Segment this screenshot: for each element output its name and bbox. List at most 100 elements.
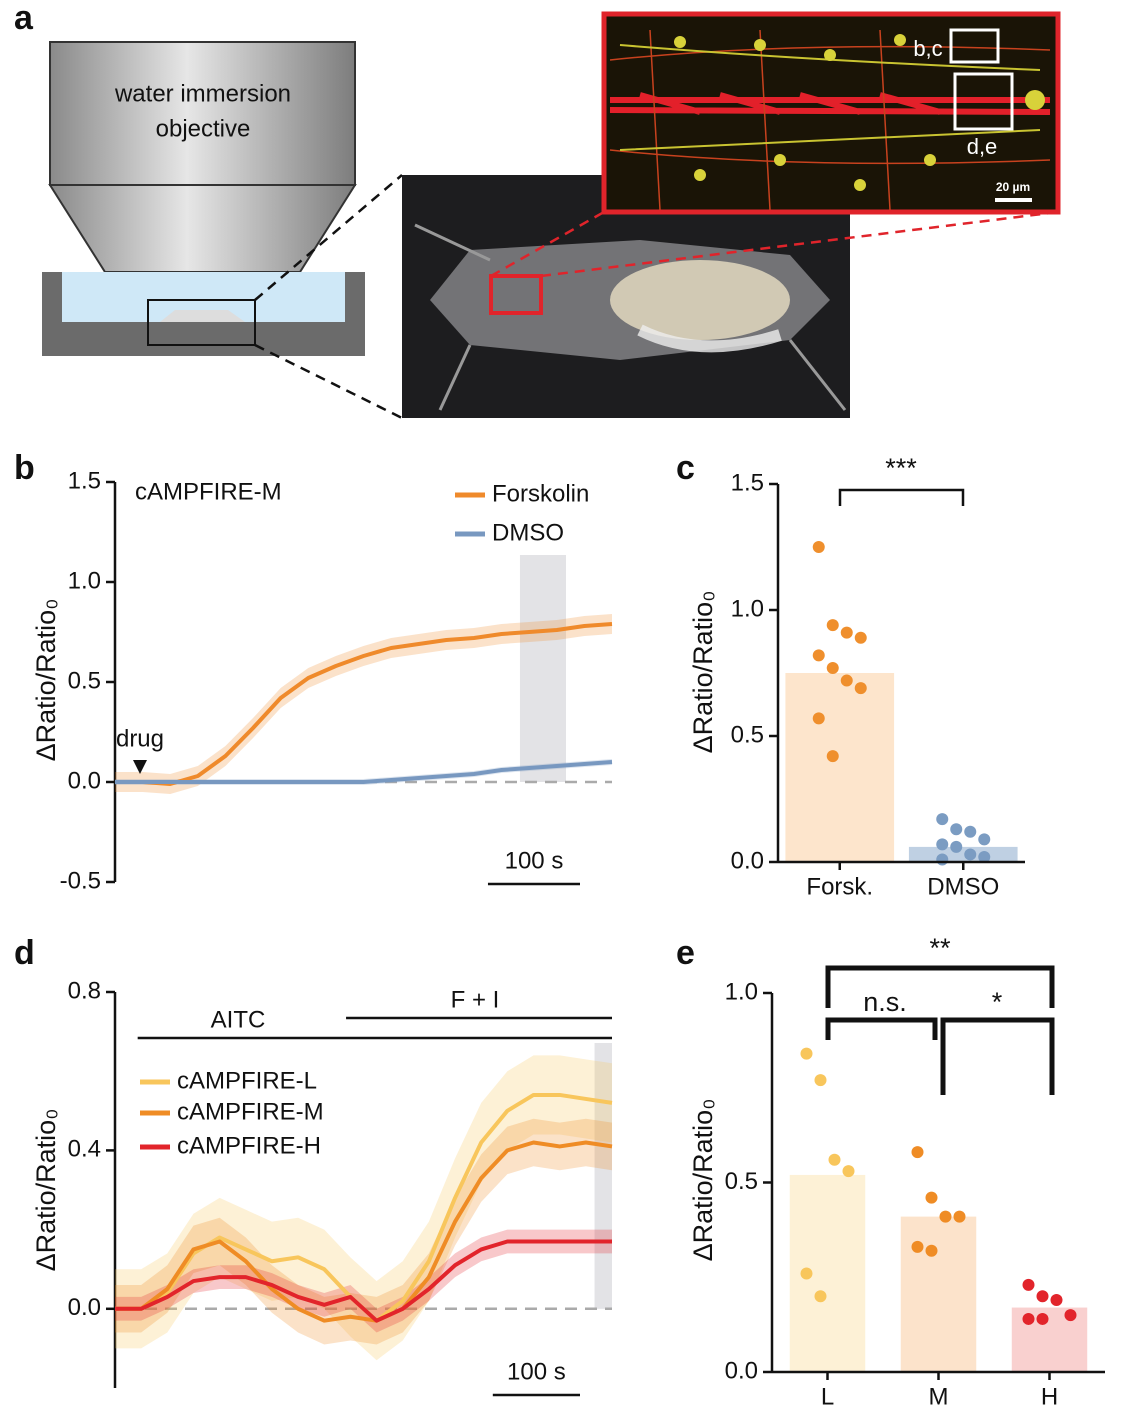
data-point [978, 850, 991, 863]
data-point [925, 1191, 938, 1204]
y-tick-label: 0.0 [725, 1357, 758, 1384]
data-point [953, 1210, 966, 1223]
data-point [814, 1074, 827, 1087]
zoom-line [254, 343, 403, 420]
data-point [950, 840, 963, 853]
bar [785, 673, 895, 862]
panel-label: b [14, 449, 35, 487]
legend-label: cAMPFIRE-M [177, 1098, 324, 1125]
data-point [925, 1244, 938, 1257]
y-tick-label: 1.5 [68, 467, 101, 494]
series-line [115, 1140, 613, 1323]
data-point [854, 631, 867, 644]
data-point [936, 813, 949, 826]
significance-bracket [838, 488, 965, 506]
data-point [812, 541, 825, 553]
sample [160, 310, 245, 322]
bar [908, 846, 1018, 862]
data-point [1064, 1309, 1077, 1322]
legend-label: Forskolin [492, 480, 589, 507]
highlight [519, 555, 566, 782]
significance-bracket [825, 1017, 938, 1040]
roi-box [953, 72, 1014, 131]
panel-label: c [676, 449, 695, 487]
y-tick-label: 0.5 [725, 1168, 758, 1195]
significance-label: * [992, 987, 1003, 1017]
scale-bar-label: 100 s [507, 1358, 566, 1385]
data-point [936, 838, 949, 851]
data-point [826, 619, 839, 632]
y-tick-label: 1.0 [68, 567, 101, 594]
y-tick-label: 1.5 [731, 469, 764, 496]
legend-label: DMSO [492, 519, 564, 546]
zoom-box [147, 299, 256, 346]
photo-gut [610, 260, 790, 340]
roi-label: b,c [913, 36, 942, 61]
legend-label: cAMPFIRE-L [177, 1067, 317, 1094]
scale-bar-label: 100 s [505, 847, 564, 874]
data-point [840, 626, 853, 639]
bar [900, 1216, 977, 1372]
data-point [1036, 1312, 1049, 1325]
series-line [115, 622, 613, 786]
data-point [1022, 1312, 1035, 1325]
objective-body [49, 41, 356, 186]
y-tick-label: 0.4 [68, 1136, 101, 1163]
error-band [115, 614, 612, 794]
objective-label: water immersion [114, 80, 291, 107]
data-point [939, 1210, 952, 1223]
data-point [978, 833, 991, 846]
panel-label: e [676, 934, 695, 972]
data-point [826, 661, 839, 674]
x-tick-label: L [821, 1383, 834, 1405]
data-point [812, 712, 825, 725]
significance-label: n.s. [863, 987, 907, 1017]
y-tick-label: -0.5 [60, 867, 101, 894]
data-point [842, 1165, 855, 1178]
error-band [115, 1118, 612, 1345]
data-point [964, 825, 977, 838]
drug-arrow [133, 760, 147, 774]
series-line [115, 760, 613, 784]
x-tick-label: M [929, 1383, 949, 1405]
x-tick-label: DMSO [927, 873, 999, 900]
photo-pin [438, 344, 472, 411]
data-point [840, 674, 853, 687]
annotation: drug [116, 725, 164, 752]
objective-tip [48, 184, 357, 273]
panel-label: d [14, 934, 35, 972]
y-tick-label: 0.0 [731, 847, 764, 874]
photo-pin [414, 223, 491, 262]
x-tick-label: Forsk. [806, 873, 873, 900]
y-axis-label: ΔRatio/Ratio₀ [31, 1109, 61, 1272]
significance-label: *** [885, 453, 917, 483]
series-line [115, 1239, 612, 1323]
data-point [950, 823, 963, 836]
inset-fibers [609, 29, 1051, 211]
event-label: AITC [211, 1006, 266, 1033]
inset-fibers [609, 92, 1051, 115]
legend-label: cAMPFIRE-H [177, 1132, 321, 1159]
roi-box [949, 28, 1000, 64]
objective-label: objective [156, 115, 251, 142]
data-point [854, 682, 867, 695]
event-label: F + I [451, 986, 500, 1013]
roi-line [490, 210, 605, 278]
photo-pin [788, 339, 847, 411]
significance-bracket [825, 965, 1055, 1008]
data-point [936, 853, 949, 866]
data-point [800, 1267, 813, 1280]
significance-label: ** [929, 933, 951, 963]
panel-label: a [14, 0, 34, 37]
y-tick-label: 0.5 [731, 721, 764, 748]
data-point [800, 1047, 813, 1060]
data-point [964, 848, 977, 861]
annotation: cAMPFIRE-M [135, 478, 282, 505]
y-tick-label: 1.0 [731, 595, 764, 622]
y-tick-label: 1.0 [725, 978, 758, 1005]
data-point [1036, 1290, 1049, 1303]
roi-box [489, 274, 543, 315]
data-point [1022, 1278, 1035, 1291]
data-point [812, 649, 825, 662]
